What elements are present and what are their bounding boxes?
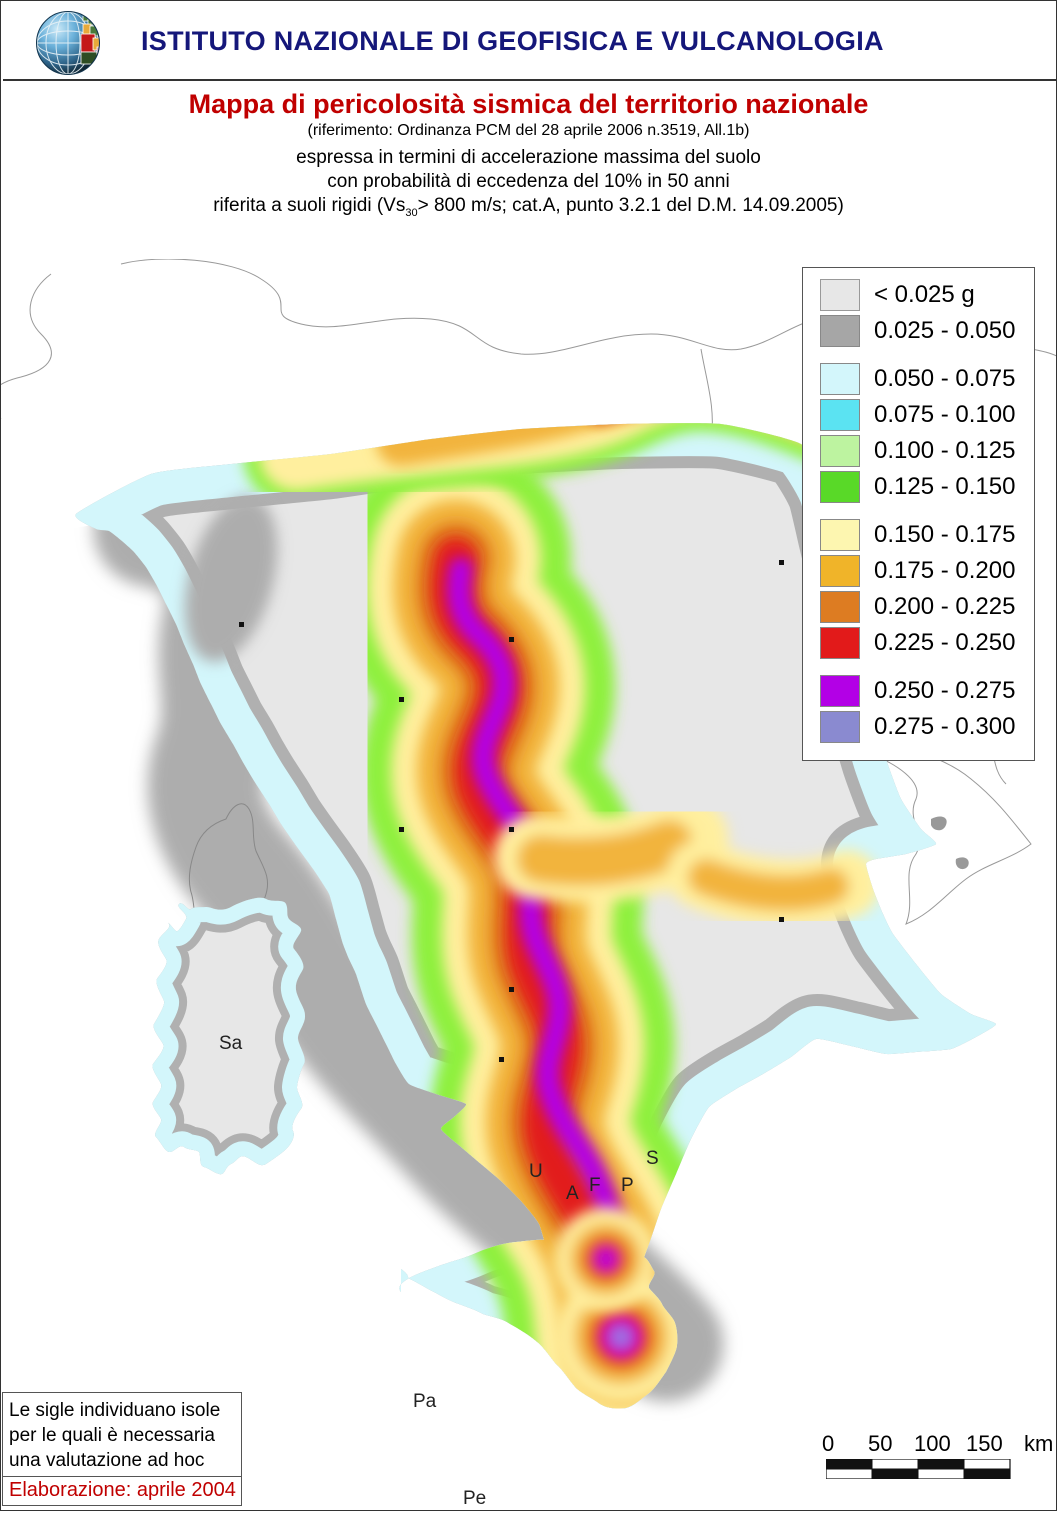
svg-text:Pe: Pe bbox=[463, 1488, 486, 1509]
svg-text:U: U bbox=[529, 1161, 543, 1182]
svg-text:F: F bbox=[589, 1175, 601, 1196]
svg-text:A: A bbox=[566, 1183, 579, 1204]
svg-text:P: P bbox=[621, 1175, 634, 1196]
svg-text:Sa: Sa bbox=[219, 1033, 243, 1054]
svg-text:S: S bbox=[646, 1148, 659, 1169]
svg-text:Pa: Pa bbox=[413, 1391, 437, 1412]
